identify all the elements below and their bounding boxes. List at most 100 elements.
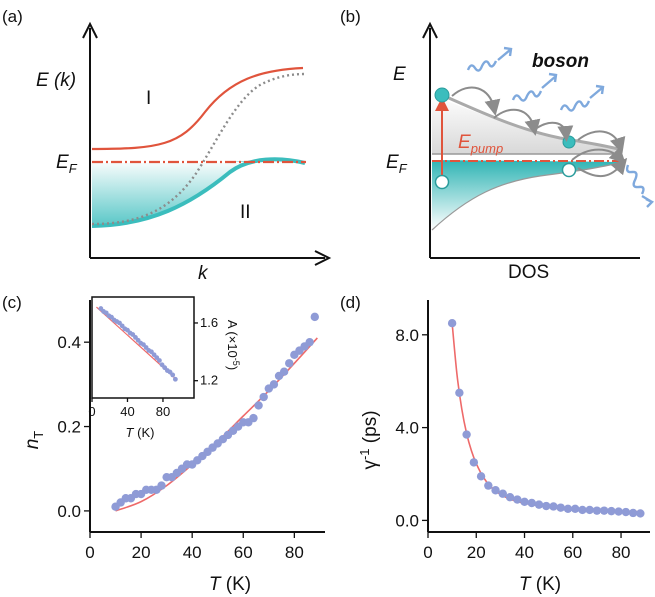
data-point: [498, 489, 508, 498]
data-point: [469, 458, 479, 467]
y-tick-label: 1.2: [200, 373, 218, 388]
data-point: [305, 337, 314, 347]
boson-arrow-1: [497, 46, 513, 61]
data-point: [599, 506, 609, 515]
data-point: [462, 430, 471, 439]
data-point: [549, 502, 558, 511]
data-point: [285, 359, 294, 368]
x-tick-label: 0: [85, 543, 94, 562]
panel-c-y-label: nT: [22, 431, 46, 450]
panel-b-label: (b): [340, 7, 361, 26]
data-point: [505, 493, 515, 502]
data-point: [614, 507, 623, 516]
x-tick-label: 80: [285, 543, 304, 562]
x-tick-label: 40: [515, 543, 534, 562]
panel-c-x-label: T (K): [209, 574, 251, 595]
data-point: [621, 507, 631, 517]
panel-a-y-arrow: [82, 21, 98, 39]
data-point: [172, 376, 178, 382]
panel-c-inset: 0 40 80 1.2 1.6 T (K) A (×10-5): [88, 296, 241, 440]
panel-d-axes: [427, 300, 650, 533]
panel-b-upper-band-edge: [441, 93, 623, 152]
panel-d-fit: [451, 323, 643, 513]
y-tick-label: 0.2: [57, 418, 81, 437]
panel-b-hole-left: [434, 174, 450, 190]
y-tick-label: 0.0: [57, 502, 81, 521]
panel-a-y-label: E (k): [36, 70, 76, 91]
data-point: [484, 481, 493, 490]
panel-b-y-label: E: [393, 64, 406, 85]
data-point: [563, 504, 573, 513]
x-tick-label: 20: [467, 543, 486, 562]
x-tick-label: 80: [156, 404, 170, 419]
y-tick-label: 1.6: [200, 315, 218, 330]
boson-arrow-2: [541, 72, 558, 89]
panel-b-lower-band: [432, 160, 622, 230]
inset-y-label: A (×10-5): [225, 320, 241, 370]
panel-c-ticks: 0 20 40 60 80 0.0 0.2 0.4: [57, 333, 303, 562]
boson-arrow-3: [589, 84, 605, 99]
panel-a-ef-label: EF: [56, 152, 78, 176]
fit-line: [451, 323, 643, 513]
x-tick-label: 40: [120, 404, 134, 419]
data-point: [310, 312, 319, 322]
data-point: [607, 506, 616, 516]
panel-b-relax-arc-1: [451, 86, 501, 116]
panel-b-relax-arc-2: [493, 108, 541, 136]
data-point: [520, 497, 529, 507]
panel-b-y-arrow: [422, 21, 438, 39]
data-point: [534, 500, 544, 509]
x-tick-label: 60: [234, 543, 253, 562]
data-point: [592, 506, 602, 515]
data-point: [279, 367, 289, 376]
y-tick-label: 0.4: [57, 333, 81, 352]
data-point: [269, 380, 279, 389]
inset-ticks: 0 40 80 1.2 1.6: [88, 315, 218, 419]
data-point: [636, 509, 645, 518]
panel-a-band-lower: [91, 157, 306, 228]
panel-c-label: (c): [2, 293, 22, 312]
panel-b-pump-label: Epump: [458, 132, 503, 156]
panel-d: (d) 0 20 40 60 80 0.0 4.0 8.0 T (K) γ-1 (ps): [340, 293, 650, 595]
panel-b-relax-arc-6: [571, 146, 626, 164]
panel-b-relax-arc-5: [577, 157, 628, 178]
data-point: [157, 358, 162, 363]
boson-wave-3: [559, 100, 591, 112]
boson-wave-2: [511, 90, 543, 102]
x-tick-label: 80: [612, 543, 631, 562]
panel-c-points: [111, 312, 319, 511]
data-point: [628, 508, 638, 518]
inset-points: [98, 306, 178, 382]
panel-b-x-label: DOS: [508, 262, 549, 283]
data-point: [447, 319, 457, 328]
panel-b-upper-band: [432, 95, 622, 154]
x-tick-label: 20: [132, 543, 151, 562]
boson-wave-1: [466, 60, 498, 72]
panel-a-x-arrow: [314, 250, 332, 266]
inset-x-label: T (K): [126, 425, 155, 440]
data-point: [157, 481, 166, 490]
data-point: [491, 486, 500, 495]
data-point: [542, 501, 551, 511]
boson-arrow-4: [641, 194, 655, 208]
data-point: [249, 413, 258, 423]
panel-b-hole-right: [561, 162, 577, 178]
panel-b-ef-label: EF: [386, 152, 408, 176]
panel-a-dotted-band: [91, 72, 306, 226]
panel-d-ticks: 0 20 40 60 80 0.0 4.0 8.0: [395, 326, 630, 562]
panel-a-occupied-fill: [92, 159, 300, 226]
panel-d-points: [447, 319, 645, 518]
panel-d-y-label: γ-1 (ps): [357, 410, 381, 469]
panel-b-boson-label: boson: [532, 51, 589, 72]
data-point: [259, 392, 268, 402]
boson-wave-4: [625, 164, 645, 195]
panel-b-excited-electron: [434, 87, 450, 103]
x-tick-label: 60: [563, 543, 582, 562]
panel-b: (b) E DOS EF Epump: [340, 7, 655, 283]
panel-d-label: (d): [340, 293, 361, 312]
x-tick-label: 40: [183, 543, 202, 562]
data-point: [476, 472, 486, 481]
panel-b-relax-arc-3: [533, 121, 574, 142]
panel-b-bosons: [466, 46, 655, 208]
